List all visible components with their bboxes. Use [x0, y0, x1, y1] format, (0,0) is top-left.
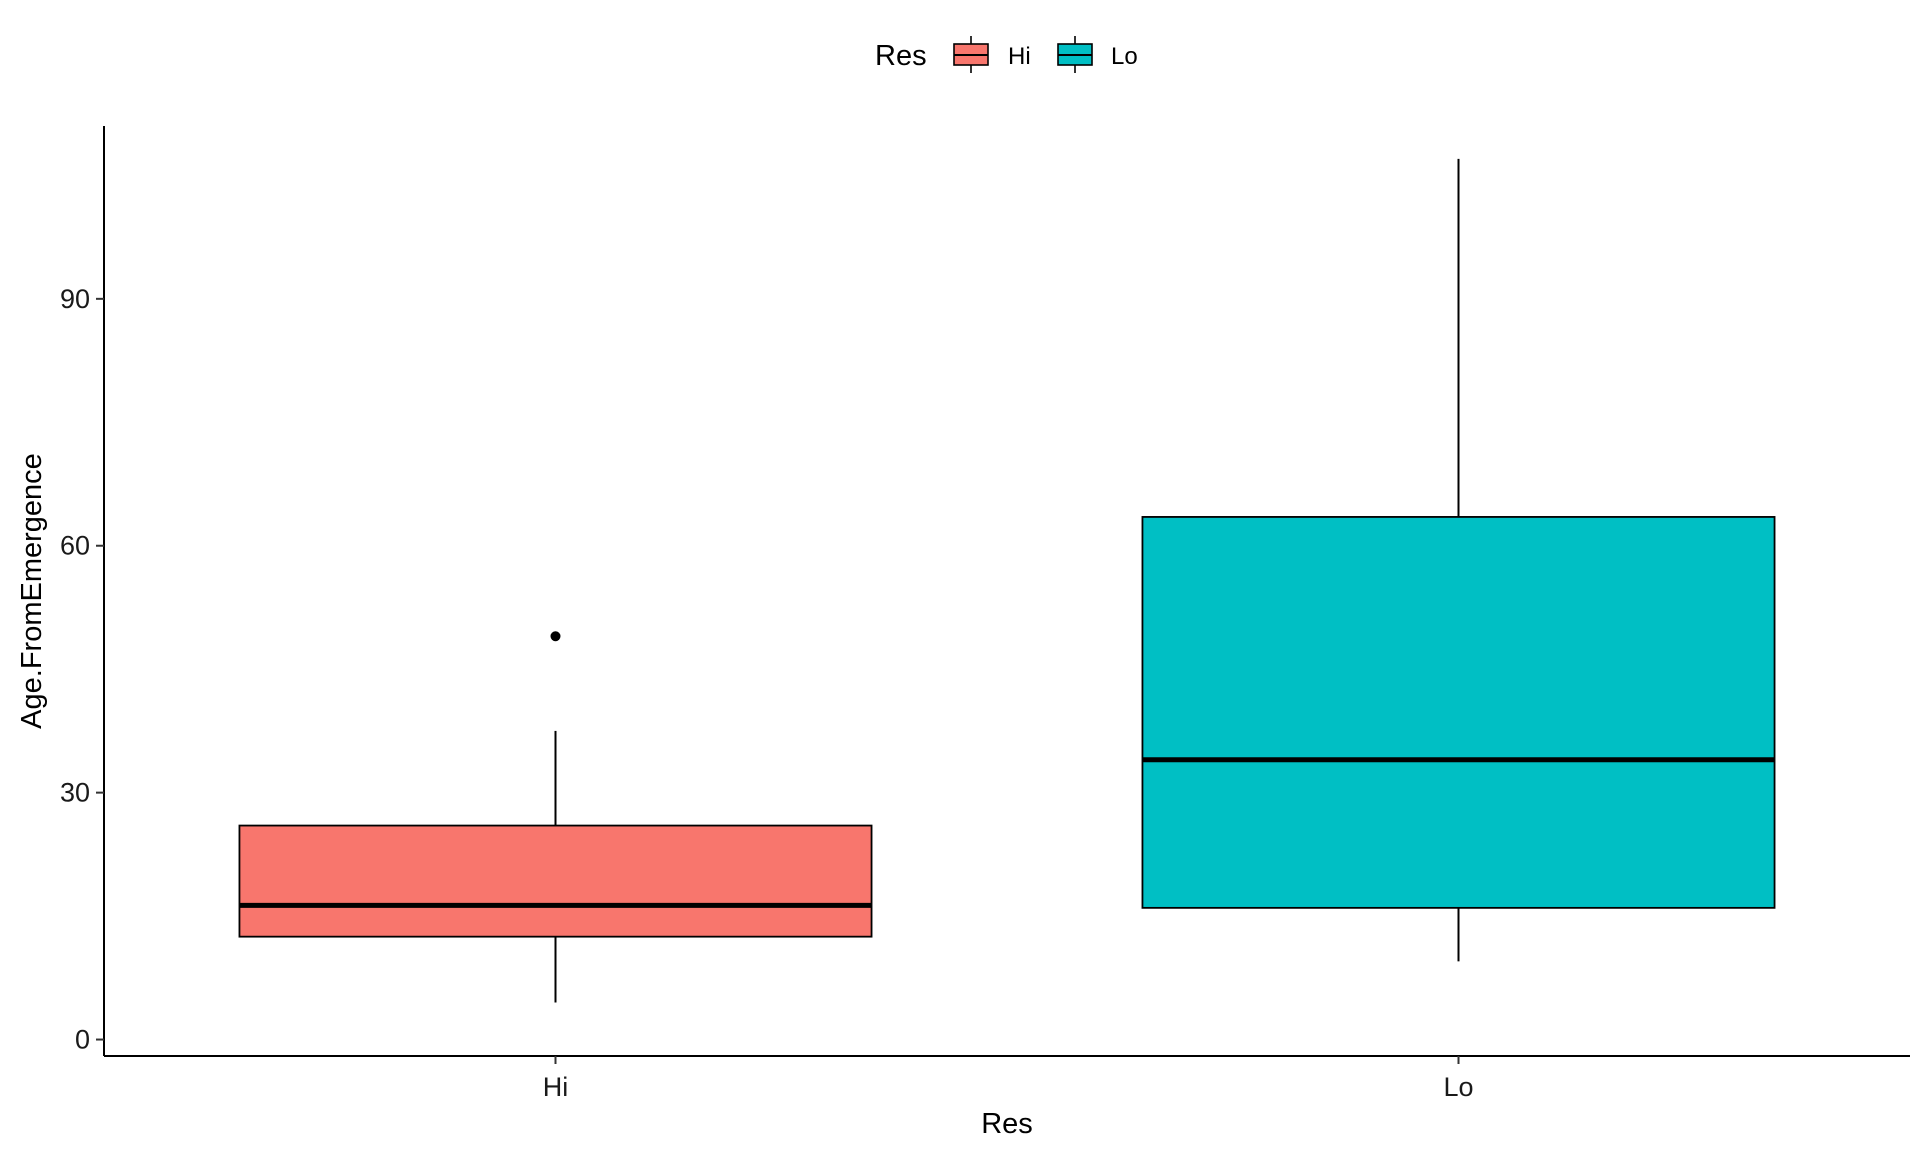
- x-axis-ticks: Hi Lo: [543, 1056, 1474, 1102]
- legend-label-hi: Hi: [1008, 43, 1031, 70]
- legend: Res Hi Lo: [875, 36, 1138, 73]
- iqr-box-lo: [1141, 516, 1776, 909]
- y-axis-title: Age.FromEmergence: [16, 453, 48, 729]
- y-tick-label: 0: [75, 1025, 90, 1055]
- iqr-box-hi: [238, 824, 873, 938]
- x-tick-label: Lo: [1443, 1072, 1473, 1102]
- x-axis-title: Res: [981, 1108, 1033, 1140]
- y-tick-label: 90: [60, 284, 90, 314]
- x-tick-label: Hi: [543, 1072, 569, 1102]
- outlier-point-hi: [550, 631, 561, 642]
- legend-title: Res: [875, 40, 927, 72]
- y-tick-label: 30: [60, 778, 90, 808]
- legend-key-hi: [953, 36, 989, 73]
- boxes: [238, 158, 1776, 1003]
- box-lo: [1141, 158, 1776, 962]
- legend-label-lo: Lo: [1111, 43, 1138, 70]
- box-hi: [238, 631, 873, 1003]
- legend-key-lo: [1057, 36, 1093, 73]
- y-tick-label: 60: [60, 531, 90, 561]
- y-axis-ticks: 0 30 60 90: [60, 284, 104, 1055]
